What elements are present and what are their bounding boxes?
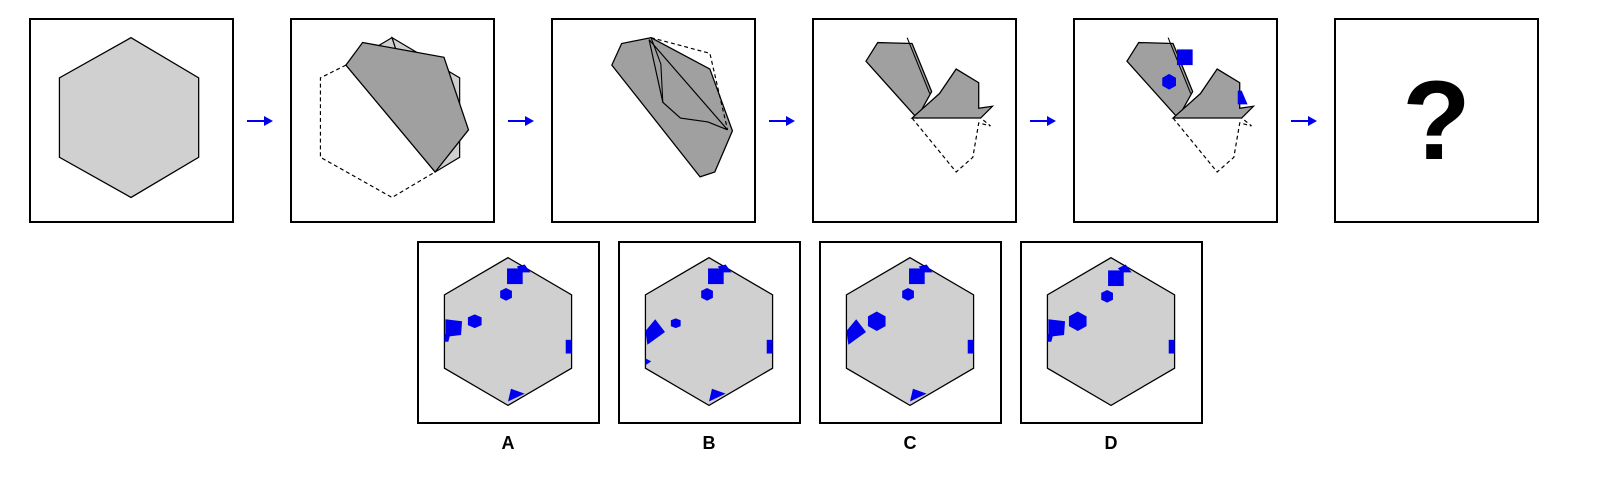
- step-4-panel: [812, 18, 1017, 223]
- option-a-hexagon: [443, 256, 573, 407]
- option-c-hexagon: [845, 256, 975, 407]
- option-d-label[interactable]: D: [1104, 433, 1118, 453]
- option-d-panel[interactable]: [1020, 241, 1203, 424]
- unfolded-hexagon: [58, 36, 200, 199]
- right-arrow-icon: [1030, 116, 1056, 126]
- square-hole: [1176, 49, 1193, 66]
- option-d-hexagon: [1046, 256, 1176, 407]
- option-a-panel[interactable]: [417, 241, 600, 424]
- corner-hole: [1237, 90, 1248, 105]
- right-arrow-icon: [508, 116, 534, 126]
- option-b-hexagon: [644, 256, 774, 407]
- punched-fold-diagram: [1126, 37, 1256, 173]
- step-1-panel: [29, 18, 234, 223]
- step-5-panel: [1073, 18, 1278, 223]
- hexagon-hole: [1162, 73, 1176, 90]
- right-arrow-icon: [247, 116, 273, 126]
- option-b-label[interactable]: B: [702, 433, 716, 453]
- option-a-label[interactable]: A: [501, 433, 515, 453]
- third-fold-diagram: [865, 37, 995, 173]
- option-c-panel[interactable]: [819, 241, 1002, 424]
- option-c-label[interactable]: C: [903, 433, 917, 453]
- option-b-panel[interactable]: [618, 241, 801, 424]
- step-3-panel: [551, 18, 756, 223]
- first-fold-diagram: [319, 36, 470, 199]
- second-fold-diagram: [611, 36, 734, 178]
- right-arrow-icon: [769, 116, 795, 126]
- question-panel: ?: [1334, 18, 1539, 223]
- step-2-panel: [290, 18, 495, 223]
- right-arrow-icon: [1291, 116, 1317, 126]
- question-mark: ?: [1402, 57, 1471, 183]
